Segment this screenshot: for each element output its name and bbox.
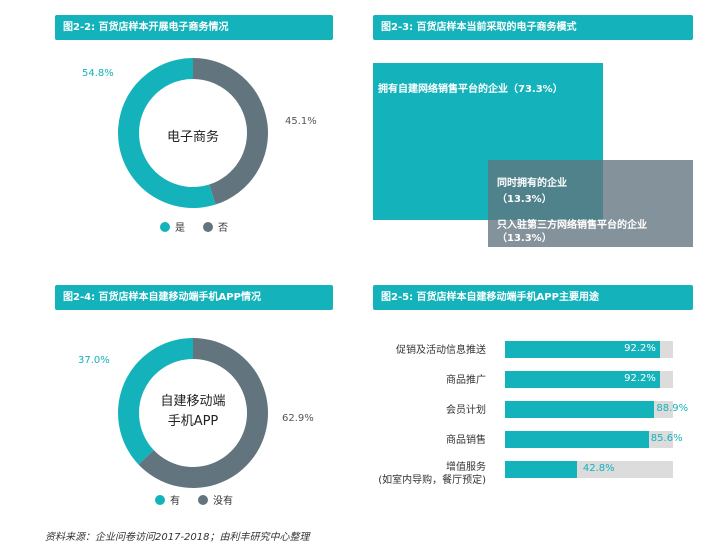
donut1-center-label: 电子商务 <box>166 130 219 145</box>
bar-track: 88.9% <box>505 401 688 418</box>
bar <box>505 461 577 478</box>
bar-category-label: 促销及活动信息推送 <box>396 345 486 356</box>
bar-track: 85.6% <box>505 431 683 448</box>
chart-title-2-3: 图2-3: 百货店样本当前采取的电子商务模式 <box>373 15 693 40</box>
bar-category-label: 商品销售 <box>446 435 486 446</box>
treemap-label-third-party: 只入驻第三方网络销售平台的企业 （13.3%） <box>497 220 647 244</box>
legend-swatch <box>155 494 165 505</box>
bar-track: 92.2% <box>505 341 673 358</box>
bar-value-label: 92.2% <box>624 343 656 354</box>
treemap-label-both: 同时拥有的企业 （13.3%） <box>497 178 567 205</box>
slice-label-have: 37.0% <box>78 355 110 366</box>
legend-label: 有 <box>170 496 180 507</box>
legend-swatch <box>160 221 170 232</box>
bar-track: 42.8% <box>505 461 673 478</box>
bar-category-label: 增值服务 (如室内导购，餐厅预定) <box>378 462 486 486</box>
slice-label-yes: 54.8% <box>82 68 114 79</box>
bar-category-label: 商品推广 <box>446 375 486 386</box>
donut2-center-label: 自建移动端手机APP <box>143 392 243 432</box>
legend-item-not-have: 没有 <box>198 492 233 507</box>
legend-item-no: 否 <box>203 219 228 234</box>
slice-label-no: 45.1% <box>285 116 317 127</box>
slice-label-not-have: 62.9% <box>282 413 314 424</box>
bar-track: 92.2% <box>505 371 673 388</box>
legend-item-yes: 是 <box>160 219 185 234</box>
bar-category-label: 会员计划 <box>446 405 486 416</box>
bar <box>505 341 660 358</box>
source-note: 资料来源：企业问卷访问2017-2018；由利丰研究中心整理 <box>45 532 310 543</box>
legend-label: 否 <box>218 223 228 234</box>
center-line: 自建移动端 <box>160 394 226 409</box>
bar <box>505 431 649 448</box>
center-line: 手机APP <box>167 414 219 429</box>
bar-value-label: 85.6% <box>650 433 683 444</box>
donut-slice-有 <box>118 338 193 465</box>
bar-value-label: 92.2% <box>624 373 656 384</box>
donut-slice-是 <box>118 58 216 208</box>
legend-swatch <box>203 221 213 232</box>
treemap-third-party <box>488 160 693 247</box>
donut-slice-否 <box>193 58 269 205</box>
legend-label: 是 <box>175 223 185 234</box>
chart-title-2-2: 图2-2: 百货店样本开展电子商务情况 <box>55 15 333 40</box>
bar <box>505 401 655 418</box>
bar <box>505 371 660 388</box>
chart-title-2-5: 图2-5: 百货店样本自建移动端手机APP主要用途 <box>373 285 693 310</box>
bar-value-label: 88.9% <box>656 403 689 414</box>
legend-item-have: 有 <box>155 492 180 507</box>
donut-slice-没有 <box>138 338 268 488</box>
chart-title-2-4: 图2-4: 百货店样本自建移动端手机APP情况 <box>55 285 333 310</box>
legend-swatch <box>198 494 208 505</box>
bar-value-label: 42.8% <box>582 463 615 474</box>
legend-label: 没有 <box>213 496 233 507</box>
treemap-label-self-built: 拥有自建网络销售平台的企业（73.3%） <box>378 84 563 95</box>
